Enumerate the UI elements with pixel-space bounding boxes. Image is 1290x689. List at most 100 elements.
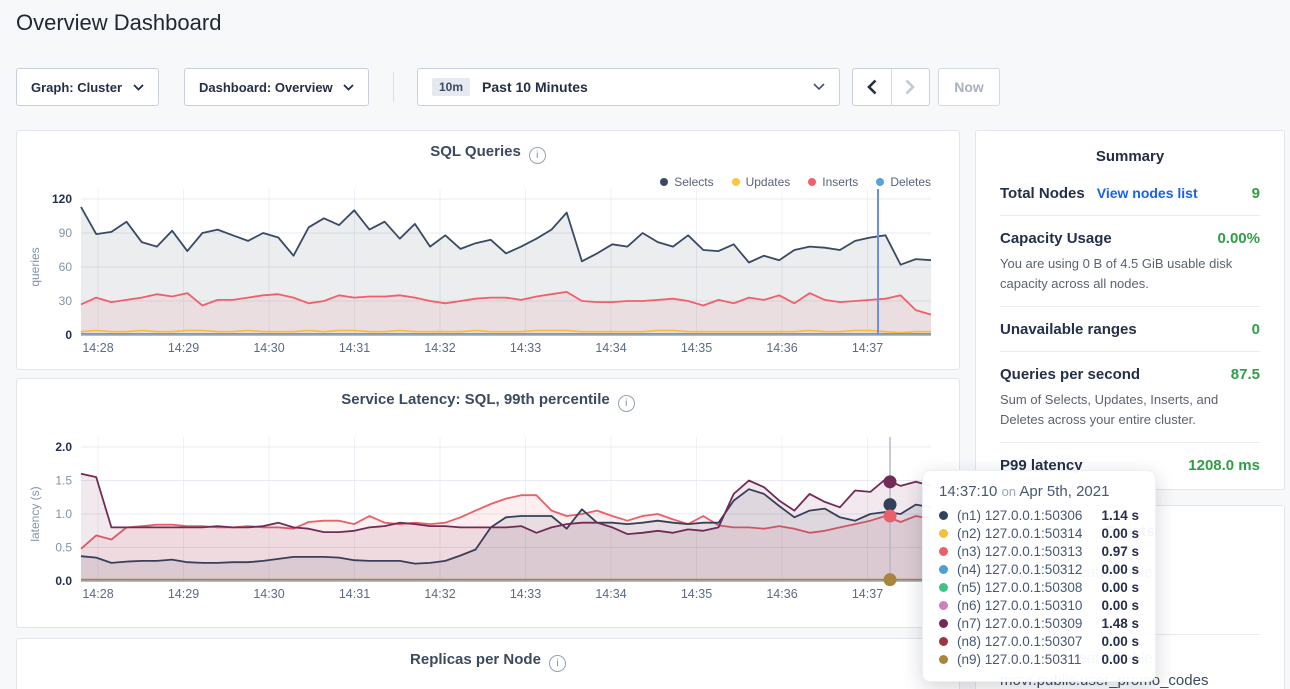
node-latency-value: 0.00 s xyxy=(1101,652,1139,667)
svg-text:0: 0 xyxy=(65,328,72,342)
svg-text:queries: queries xyxy=(28,247,42,286)
svg-text:14:28: 14:28 xyxy=(82,587,113,601)
capacity-usage-value: 0.00% xyxy=(1217,230,1260,247)
time-range-badge: 10m xyxy=(432,78,470,96)
dashboard-dropdown[interactable]: Dashboard: Overview xyxy=(184,68,369,106)
view-nodes-list-link[interactable]: View nodes list xyxy=(1097,185,1198,201)
total-nodes-value: 9 xyxy=(1252,185,1260,202)
node-color-dot xyxy=(939,601,948,610)
legend-item-selects[interactable]: Selects xyxy=(660,175,713,189)
svg-text:14:30: 14:30 xyxy=(253,341,284,355)
graph-scope-dropdown[interactable]: Graph: Cluster xyxy=(16,68,159,106)
legend-dot xyxy=(876,178,884,186)
node-color-dot xyxy=(939,637,948,646)
tooltip-node-row: (n2) 127.0.0.1:50314 0.00 s xyxy=(939,524,1139,542)
summary-title: Summary xyxy=(976,148,1284,165)
svg-text:1.0: 1.0 xyxy=(55,507,72,521)
tooltip-node-row: (n1) 127.0.0.1:503061.14 s xyxy=(939,506,1139,524)
legend-dot xyxy=(808,178,816,186)
svg-text:14:35: 14:35 xyxy=(681,341,712,355)
legend-item-inserts[interactable]: Inserts xyxy=(808,175,858,189)
node-address: (n5) 127.0.0.1:50308 xyxy=(957,580,1082,595)
summary-row-qps: Queries per second 87.5 Sum of Selects, … xyxy=(1000,352,1260,443)
tooltip-node-row: (n3) 127.0.0.1:50313 0.97 s xyxy=(939,542,1139,560)
node-latency-value: 0.97 s xyxy=(1101,544,1139,559)
time-prev-button[interactable] xyxy=(853,69,891,105)
info-icon[interactable]: i xyxy=(549,655,566,672)
svg-text:14:32: 14:32 xyxy=(424,587,455,601)
svg-text:14:37: 14:37 xyxy=(852,341,883,355)
node-color-dot xyxy=(939,511,948,520)
svg-text:14:34: 14:34 xyxy=(595,587,626,601)
node-address: (n9) 127.0.0.1:50311 xyxy=(957,652,1081,667)
svg-text:14:37: 14:37 xyxy=(852,587,883,601)
summary-row-capacity: Capacity Usage 0.00% You are using 0 B o… xyxy=(1000,216,1260,307)
replicas-per-node-card: Replicas per Nodei xyxy=(16,638,960,689)
svg-text:0.0: 0.0 xyxy=(55,574,72,588)
svg-text:14:33: 14:33 xyxy=(510,341,541,355)
svg-text:14:32: 14:32 xyxy=(424,341,455,355)
svg-text:14:31: 14:31 xyxy=(339,587,370,601)
service-latency-chart[interactable]: 14:2814:2914:3014:3114:3214:3314:3414:35… xyxy=(17,379,959,627)
graph-scope-label: Graph: Cluster xyxy=(31,80,122,95)
info-icon[interactable]: i xyxy=(529,147,546,164)
node-latency-value: 0.00 s xyxy=(1101,526,1139,541)
svg-text:14:30: 14:30 xyxy=(253,587,284,601)
node-address: (n6) 127.0.0.1:50310 xyxy=(957,598,1082,613)
capacity-usage-description: You are using 0 B of 4.5 GiB usable disk… xyxy=(1000,254,1260,293)
node-address: (n4) 127.0.0.1:50312 xyxy=(957,562,1082,577)
chevron-down-icon xyxy=(813,83,825,91)
page-title: Overview Dashboard xyxy=(16,10,221,36)
sql-queries-legend: Selects Updates Inserts Deletes xyxy=(660,175,931,189)
legend-dot xyxy=(732,178,740,186)
service-latency-card: Service Latency: SQL, 99th percentilei 1… xyxy=(16,378,960,628)
chevron-right-icon xyxy=(905,79,915,95)
info-icon[interactable]: i xyxy=(618,395,635,412)
node-color-dot xyxy=(939,655,948,664)
tooltip-node-row: (n7) 127.0.0.1:503091.48 s xyxy=(939,614,1139,632)
dashboard-label: Dashboard: Overview xyxy=(199,80,333,95)
svg-text:14:34: 14:34 xyxy=(595,341,626,355)
svg-text:120: 120 xyxy=(52,192,72,206)
now-button[interactable]: Now xyxy=(938,68,1000,106)
node-color-dot xyxy=(939,547,948,556)
node-address: (n3) 127.0.0.1:50313 xyxy=(957,544,1082,559)
legend-dot xyxy=(660,178,668,186)
svg-text:14:29: 14:29 xyxy=(168,341,199,355)
node-color-dot xyxy=(939,565,948,574)
svg-text:1.5: 1.5 xyxy=(55,474,72,488)
qps-description: Sum of Selects, Updates, Inserts, and De… xyxy=(1000,390,1260,429)
svg-text:14:29: 14:29 xyxy=(168,587,199,601)
time-range-dropdown[interactable]: 10m Past 10 Minutes xyxy=(417,68,840,106)
legend-item-updates[interactable]: Updates xyxy=(732,175,791,189)
chevron-down-icon xyxy=(133,84,144,91)
node-latency-value: 0.00 s xyxy=(1101,580,1139,595)
legend-item-deletes[interactable]: Deletes xyxy=(876,175,931,189)
node-color-dot xyxy=(939,583,948,592)
time-next-button[interactable] xyxy=(891,69,930,105)
time-range-label: Past 10 Minutes xyxy=(482,79,588,95)
svg-text:latency (s): latency (s) xyxy=(28,486,42,541)
svg-text:14:36: 14:36 xyxy=(766,341,797,355)
svg-text:60: 60 xyxy=(59,260,73,274)
node-address: (n8) 127.0.0.1:50307 xyxy=(957,634,1082,649)
sql-queries-chart[interactable]: 14:2814:2914:3014:3114:3214:3314:3414:35… xyxy=(17,131,959,369)
chevron-down-icon xyxy=(343,84,354,91)
node-latency-value: 0.00 s xyxy=(1101,634,1139,649)
overview-dashboard-page: Overview Dashboard Graph: Cluster Dashbo… xyxy=(0,0,1290,689)
tooltip-node-row: (n6) 127.0.0.1:50310 0.00 s xyxy=(939,596,1139,614)
node-address: (n7) 127.0.0.1:50309 xyxy=(957,616,1082,631)
node-latency-value: 1.14 s xyxy=(1101,508,1139,523)
service-latency-title: Service Latency: SQL, 99th percentilei xyxy=(17,391,959,412)
node-address: (n2) 127.0.0.1:50314 xyxy=(957,526,1082,541)
p99-latency-value: 1208.0 ms xyxy=(1188,457,1260,474)
tooltip-node-row: (n4) 127.0.0.1:503120.00 s xyxy=(939,560,1139,578)
time-nav-group xyxy=(852,68,930,106)
tooltip-node-row: (n9) 127.0.0.1:50311 0.00 s xyxy=(939,650,1139,668)
svg-text:14:35: 14:35 xyxy=(681,587,712,601)
chart-hover-tooltip: 14:37:10 on Apr 5th, 2021 (n1) 127.0.0.1… xyxy=(922,470,1156,682)
svg-text:0.5: 0.5 xyxy=(55,541,72,555)
svg-text:14:36: 14:36 xyxy=(766,587,797,601)
node-latency-value: 0.00 s xyxy=(1101,598,1139,613)
tooltip-timestamp: 14:37:10 on Apr 5th, 2021 xyxy=(939,483,1139,500)
